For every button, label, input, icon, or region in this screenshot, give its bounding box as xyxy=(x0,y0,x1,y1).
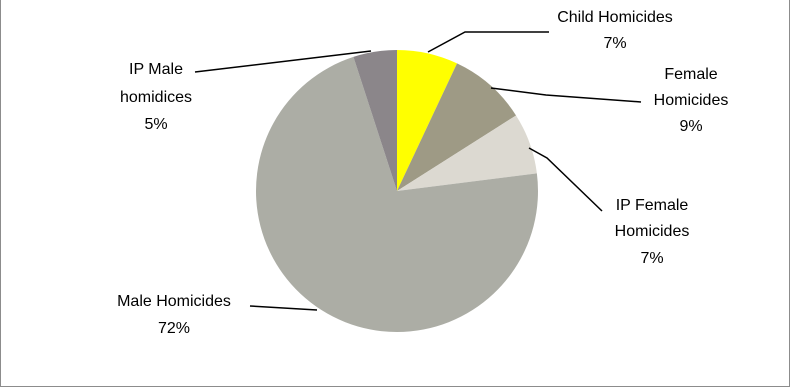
label-child-percent: 7% xyxy=(603,35,626,52)
leader-line-female xyxy=(491,88,641,102)
label-female-line1: Female xyxy=(664,66,717,83)
label-ip-female-percent: 7% xyxy=(640,250,663,267)
label-ip-male-line1: IP Male xyxy=(129,61,183,78)
label-male-name: Male Homicides xyxy=(117,293,231,310)
label-ip-female-line2: Homicides xyxy=(615,223,690,240)
leader-line-male xyxy=(250,306,317,310)
leader-line-child xyxy=(428,32,549,52)
leader-line-ip-female xyxy=(529,148,602,211)
label-ip-male-percent: 5% xyxy=(144,116,167,133)
label-female-line2: Homicides xyxy=(654,92,729,109)
label-ip-female-line1: IP Female xyxy=(616,197,689,214)
pie-slices xyxy=(256,50,538,332)
label-child-name: Child Homicides xyxy=(557,9,673,26)
label-male-percent: 72% xyxy=(158,320,190,337)
label-female-percent: 9% xyxy=(679,118,702,135)
label-ip-male-line2: homidices xyxy=(120,89,192,106)
